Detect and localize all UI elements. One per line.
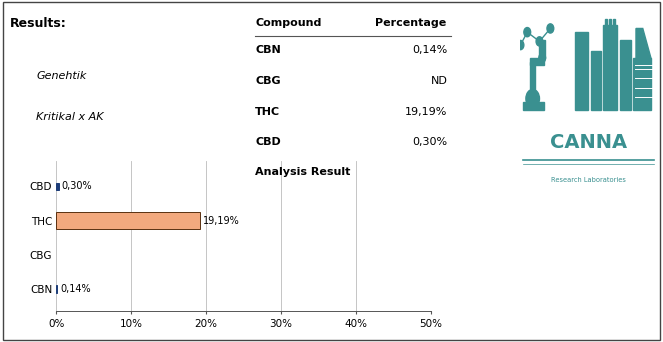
Text: 0,14%: 0,14% bbox=[412, 45, 448, 55]
Text: CBN: CBN bbox=[255, 45, 281, 55]
Bar bbox=[620, 40, 631, 110]
Text: THC: THC bbox=[255, 107, 280, 117]
Bar bbox=[530, 58, 544, 65]
Text: 0,14%: 0,14% bbox=[60, 284, 91, 294]
Bar bbox=[613, 19, 615, 27]
Text: ND: ND bbox=[431, 76, 448, 86]
Bar bbox=[56, 285, 58, 293]
Text: CBD: CBD bbox=[255, 137, 281, 147]
Circle shape bbox=[536, 37, 543, 46]
Text: Compound: Compound bbox=[255, 18, 322, 28]
Text: 0,30%: 0,30% bbox=[62, 181, 92, 192]
Text: Analysis Result: Analysis Result bbox=[255, 167, 351, 177]
Circle shape bbox=[524, 27, 530, 37]
Bar bbox=[56, 212, 200, 229]
Text: Results:: Results: bbox=[10, 17, 67, 30]
Text: Percentage: Percentage bbox=[375, 18, 446, 28]
Bar bbox=[603, 25, 617, 110]
Bar bbox=[530, 62, 536, 102]
Bar bbox=[609, 19, 611, 27]
Text: 0,30%: 0,30% bbox=[412, 137, 448, 147]
Polygon shape bbox=[636, 28, 651, 110]
Bar bbox=[575, 32, 589, 110]
Text: 19,19%: 19,19% bbox=[203, 215, 240, 226]
Bar bbox=[591, 51, 601, 110]
Text: Kritikal x AK: Kritikal x AK bbox=[36, 112, 104, 122]
Text: Genehtik: Genehtik bbox=[36, 71, 87, 81]
Text: Research Laboratories: Research Laboratories bbox=[551, 177, 626, 183]
Circle shape bbox=[526, 89, 540, 108]
Bar bbox=[540, 40, 545, 58]
Bar bbox=[605, 19, 607, 27]
Text: CANNA: CANNA bbox=[550, 133, 627, 153]
Bar bbox=[523, 102, 544, 110]
Text: CBG: CBG bbox=[255, 76, 281, 86]
Bar bbox=[56, 183, 58, 190]
Circle shape bbox=[517, 40, 524, 50]
Circle shape bbox=[547, 24, 554, 33]
Text: 19,19%: 19,19% bbox=[405, 107, 448, 117]
Circle shape bbox=[539, 53, 546, 63]
Bar bbox=[633, 58, 651, 110]
